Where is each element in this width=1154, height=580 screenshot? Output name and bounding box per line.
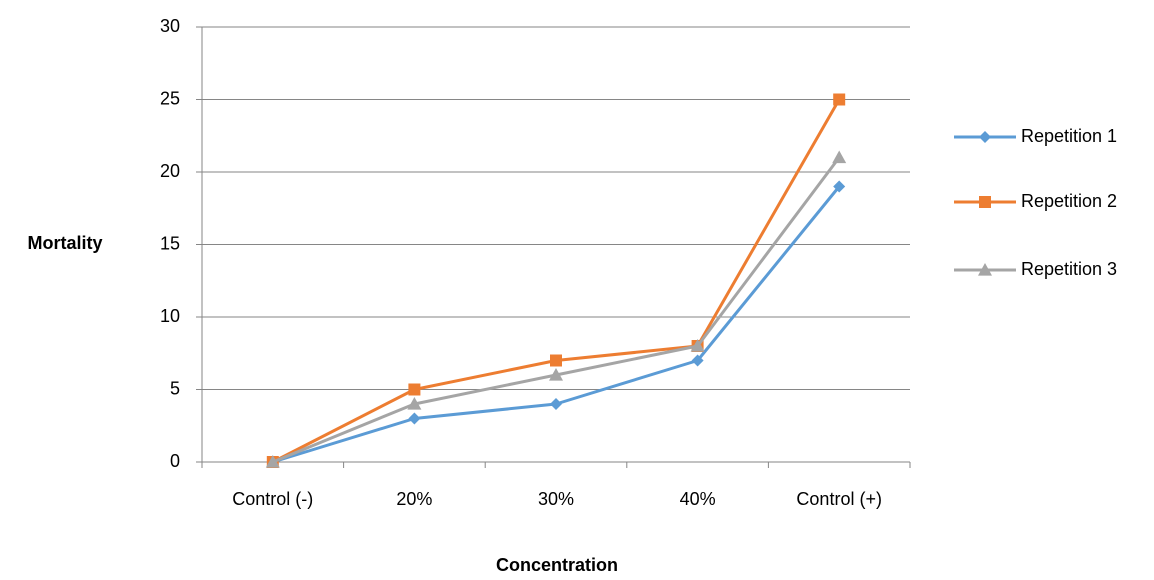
y-tick-label: 30 (160, 16, 180, 36)
data-point (549, 368, 563, 381)
data-point (833, 93, 846, 106)
y-tick-label: 15 (160, 233, 180, 253)
series-2 (266, 93, 846, 468)
y-axis-title: Mortality (27, 233, 102, 253)
legend-item: Repetition 2 (954, 191, 1117, 211)
data-point (408, 412, 421, 425)
data-point (550, 354, 562, 367)
y-tick-label: 5 (170, 378, 180, 398)
data-point (691, 354, 704, 367)
legend-item: Repetition 3 (954, 259, 1117, 279)
legend-marker (979, 196, 991, 208)
legend-label: Repetition 3 (1021, 259, 1117, 279)
data-point (550, 398, 562, 410)
x-axis-title: Concentration (496, 555, 618, 575)
gridlines (202, 26, 910, 390)
y-tick-label: 10 (160, 306, 180, 326)
data-point (408, 383, 421, 396)
y-axis-ticks: 0 5 10 15 20 25 30 (160, 16, 202, 471)
legend-label: Repetition 1 (1021, 126, 1117, 146)
x-tick-label: Control (-) (232, 489, 313, 509)
x-tick-label: Control (+) (796, 489, 882, 509)
legend-marker (979, 131, 991, 143)
x-tick-label: 30% (538, 489, 574, 509)
x-tick-label: 40% (680, 489, 716, 509)
x-tick-label: 20% (396, 489, 432, 509)
y-tick-label: 20 (160, 161, 180, 181)
legend-label: Repetition 2 (1021, 191, 1117, 211)
series-lines (265, 93, 847, 468)
legend: Repetition 1 Repetition 2 Repetition 3 (954, 126, 1117, 279)
legend-item: Repetition 1 (954, 126, 1117, 146)
data-point (833, 180, 846, 193)
data-point (690, 339, 705, 352)
series-3 (265, 150, 847, 468)
data-point (265, 455, 280, 468)
series-line (272, 156, 841, 464)
data-point (407, 397, 422, 410)
data-point (832, 150, 847, 164)
legend-marker (978, 263, 992, 276)
series-line (272, 185, 841, 464)
y-tick-label: 25 (160, 88, 180, 108)
y-tick-label: 0 (170, 451, 180, 471)
x-axis-ticks: Control (-) 20% 30% 40% Control (+) (201, 462, 911, 509)
series-1 (266, 180, 846, 468)
